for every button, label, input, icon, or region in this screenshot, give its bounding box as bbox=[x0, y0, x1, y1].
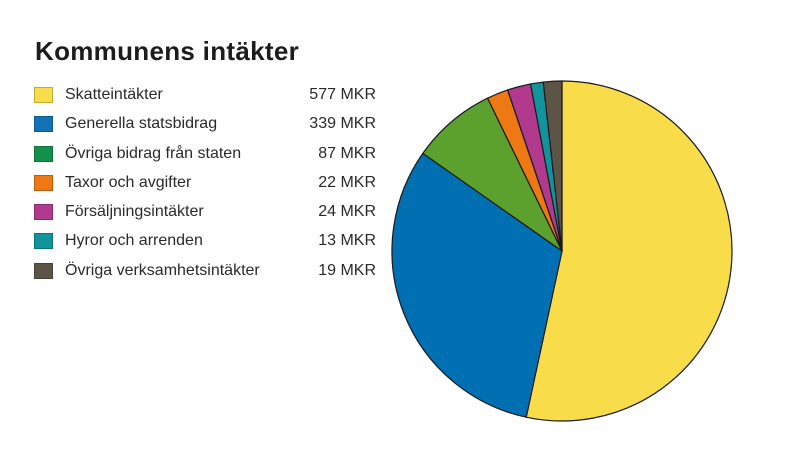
legend-item: Taxor och avgifter 22 MKR bbox=[34, 173, 376, 191]
legend-item: Övriga bidrag från staten 87 MKR bbox=[34, 144, 376, 162]
page-title: Kommunens intäkter bbox=[35, 36, 300, 67]
legend-label: Generella statsbidrag bbox=[65, 115, 218, 133]
pie-chart-svg bbox=[391, 80, 733, 422]
pie-slice bbox=[542, 80, 563, 252]
legend-label: Försäljningsintäkter bbox=[65, 203, 204, 221]
legend-value: 24 MKR bbox=[318, 203, 376, 221]
legend-label: Hyror och arrenden bbox=[65, 232, 203, 250]
legend: Skatteintäkter 577 MKR Generella statsbidr… bbox=[34, 86, 376, 292]
legend-swatch bbox=[34, 145, 53, 162]
legend-value: 577 MKR bbox=[309, 86, 376, 103]
legend-swatch bbox=[34, 116, 53, 133]
legend-item: Övriga verksamhetsintäkter 19 MKR bbox=[34, 261, 376, 279]
legend-item: Försäljningsintäkter 24 MKR bbox=[34, 203, 376, 221]
legend-label: Övriga bidrag från staten bbox=[65, 144, 242, 162]
legend-value: 13 MKR bbox=[318, 232, 376, 250]
pie-slice bbox=[391, 152, 563, 418]
legend-swatch bbox=[34, 204, 53, 221]
legend-swatch bbox=[34, 174, 53, 191]
legend-value: 87 MKR bbox=[318, 144, 376, 162]
pie-chart bbox=[387, 76, 737, 426]
legend-swatch bbox=[34, 262, 53, 279]
legend-value: 22 MKR bbox=[318, 173, 376, 191]
legend-value: 19 MKR bbox=[318, 261, 376, 279]
pie-slice bbox=[525, 80, 733, 422]
legend-label: Skatteintäkter bbox=[65, 86, 163, 103]
legend-swatch bbox=[34, 233, 53, 250]
legend-value: 339 MKR bbox=[309, 115, 376, 133]
legend-item: Generella statsbidrag 339 MKR bbox=[34, 115, 376, 133]
legend-label: Övriga verksamhetsintäkter bbox=[65, 261, 260, 279]
legend-label: Taxor och avgifter bbox=[65, 173, 192, 191]
legend-item: Hyror och arrenden 13 MKR bbox=[34, 232, 376, 250]
legend-swatch bbox=[34, 87, 53, 103]
legend-item: Skatteintäkter 577 MKR bbox=[34, 86, 376, 103]
